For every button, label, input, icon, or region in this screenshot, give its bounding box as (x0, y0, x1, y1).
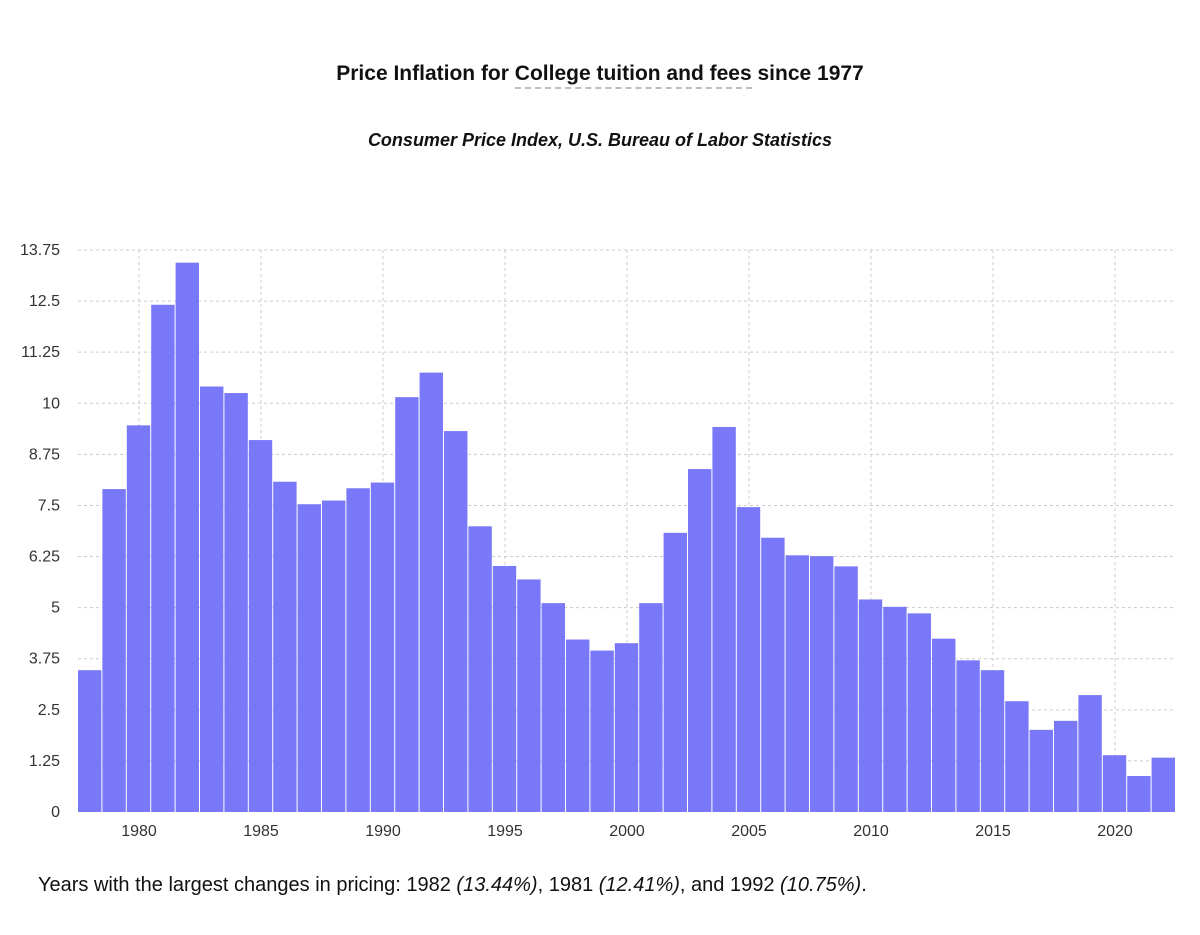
bar-1978[interactable] (78, 670, 102, 812)
y-tick-label: 2.5 (38, 702, 60, 719)
y-tick-label: 7.5 (38, 497, 60, 514)
y-tick-label: 1.25 (29, 753, 60, 770)
bar-1987[interactable] (297, 504, 321, 812)
bar-2016[interactable] (1005, 701, 1029, 812)
bar-1986[interactable] (273, 481, 297, 812)
y-tick-label: 11.25 (21, 344, 60, 361)
bar-1979[interactable] (102, 489, 126, 812)
bar-2004[interactable] (712, 426, 736, 812)
x-tick-label: 1985 (243, 823, 279, 840)
bar-1983[interactable] (200, 386, 224, 812)
summary-end: . (861, 874, 867, 896)
bar-2015[interactable] (980, 670, 1005, 812)
chart-title-suffix: since 1977 (751, 62, 864, 85)
y-tick-label: 0 (51, 804, 60, 821)
bar-1993[interactable] (444, 431, 468, 812)
x-tick-label: 2005 (731, 823, 767, 840)
summary-pct-3: (10.75%) (780, 874, 862, 896)
x-tick-label: 1990 (365, 823, 401, 840)
y-axis-ticks: 0 1.25 2.5 3.75 5 6.25 7.5 8.75 10 11.25 12.5 13.75 (20, 242, 60, 821)
y-tick-label: 8.75 (29, 446, 60, 463)
y-tick-label: 6.25 (29, 549, 60, 566)
summary-pct-1: (13.44%) (456, 874, 538, 896)
bar-1995[interactable] (492, 565, 517, 812)
summary-prefix: Years with the largest changes in pricin… (38, 874, 407, 896)
x-tick-label: 2000 (609, 823, 645, 840)
bar-2017[interactable] (1029, 729, 1053, 812)
bar-1997[interactable] (541, 603, 565, 812)
x-axis-ticks: 1980 1985 1990 1995 2000 2005 2010 2015 2020 (121, 823, 1133, 840)
x-tick-label: 2010 (853, 823, 889, 840)
summary-year-2: 1981 (548, 874, 594, 896)
bar-2011[interactable] (883, 606, 907, 812)
bar-1996[interactable] (517, 579, 541, 812)
bar-1984[interactable] (224, 393, 248, 812)
y-tick-label: 13.75 (20, 242, 60, 259)
summary-year-3: 1992 (729, 874, 775, 896)
bar-2005[interactable] (736, 507, 761, 812)
bar-2007[interactable] (785, 555, 809, 812)
y-tick-label: 5 (51, 600, 60, 617)
bar-2000[interactable] (614, 643, 639, 812)
bar-1980[interactable] (126, 425, 151, 812)
summary-pct-2: (12.41%) (598, 874, 680, 896)
bar-2018[interactable] (1054, 720, 1078, 812)
bar-1994[interactable] (468, 526, 492, 812)
bar-1991[interactable] (395, 397, 419, 812)
chart-title: Price Inflation for College tuition and … (336, 62, 864, 89)
chart-title-wrapper: Price Inflation for College tuition and … (0, 62, 1200, 89)
x-tick-label: 2020 (1097, 823, 1133, 840)
bar-2003[interactable] (688, 469, 712, 812)
chart-title-item-link[interactable]: College tuition and fees (514, 62, 752, 89)
bars (78, 262, 1175, 812)
summary-sep-1: , (537, 874, 549, 896)
bar-2013[interactable] (932, 638, 956, 812)
bar-2008[interactable] (810, 556, 834, 812)
x-tick-label: 1980 (121, 823, 157, 840)
bar-chart: 0 1.25 2.5 3.75 5 6.25 7.5 8.75 10 11.25 12.5 13.75… (20, 242, 1176, 840)
y-tick-label: 10 (42, 395, 60, 412)
bar-1998[interactable] (566, 639, 590, 812)
x-tick-label: 1995 (487, 823, 523, 840)
bar-2006[interactable] (761, 537, 785, 812)
summary-year-1: 1982 (406, 874, 451, 896)
bar-2012[interactable] (907, 613, 931, 812)
bar-2014[interactable] (956, 660, 980, 812)
bar-1999[interactable] (590, 650, 614, 812)
bar-2002[interactable] (663, 532, 687, 812)
y-tick-label: 12.5 (29, 293, 60, 310)
summary-sep-2: , and (679, 874, 730, 896)
summary-text: Years with the largest changes in pricin… (38, 874, 867, 897)
bar-1981[interactable] (151, 304, 175, 812)
bar-1985[interactable] (248, 440, 273, 812)
bar-1990[interactable] (370, 482, 395, 812)
bar-2009[interactable] (834, 566, 858, 812)
bar-2001[interactable] (639, 603, 663, 812)
bar-1988[interactable] (322, 500, 346, 812)
y-tick-label: 3.75 (29, 651, 60, 668)
bar-1989[interactable] (346, 488, 370, 812)
bar-2020[interactable] (1102, 755, 1127, 812)
bar-2019[interactable] (1078, 695, 1102, 812)
bar-2021[interactable] (1127, 776, 1151, 812)
x-tick-label: 2015 (975, 823, 1011, 840)
chart-subtitle: Consumer Price Index, U.S. Bureau of Lab… (367, 130, 833, 150)
bar-1992[interactable] (419, 372, 443, 812)
bar-2010[interactable] (858, 599, 883, 812)
bar-2022[interactable] (1151, 757, 1175, 812)
chart-title-prefix: Price Inflation for (336, 62, 515, 85)
bar-1982[interactable] (175, 262, 199, 812)
